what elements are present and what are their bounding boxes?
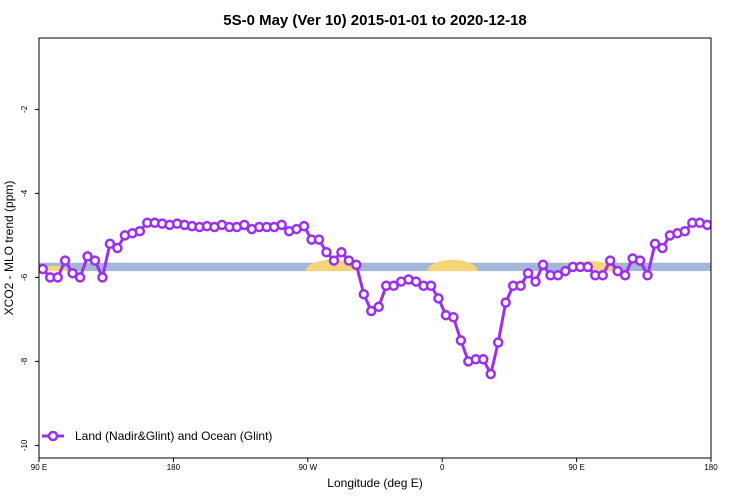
legend-entry-0: Land (Nadir&Glint) and Ocean (Glint) bbox=[75, 429, 272, 443]
data-point bbox=[448, 312, 459, 323]
data-point bbox=[298, 220, 310, 232]
data-point bbox=[679, 225, 691, 237]
legend-marker bbox=[47, 430, 59, 442]
x-axis-label: Longitude (deg E) bbox=[327, 476, 422, 490]
data-point bbox=[604, 255, 616, 266]
data-point bbox=[366, 305, 377, 317]
chart-title: 5S-0 May (Ver 10) 2015-01-01 to 2020-12-… bbox=[223, 12, 527, 29]
y-axis-label: XCO2 - MLO trend (ppm) bbox=[2, 181, 16, 316]
data-point bbox=[552, 270, 564, 281]
data-point bbox=[97, 272, 108, 283]
data-point bbox=[410, 276, 422, 287]
series-line bbox=[41, 221, 708, 376]
data-point bbox=[328, 255, 340, 266]
data-point bbox=[67, 267, 78, 279]
data-point bbox=[649, 238, 661, 250]
x-tick-label: 180 bbox=[704, 463, 718, 472]
data-point bbox=[530, 276, 541, 287]
data-point bbox=[74, 272, 86, 283]
x-tick-label: 90 E bbox=[31, 463, 47, 472]
data-point bbox=[104, 238, 116, 250]
data-point bbox=[321, 246, 332, 258]
x-tick-label: 90 W bbox=[298, 463, 317, 472]
data-point bbox=[522, 267, 534, 279]
data-point bbox=[373, 301, 384, 313]
y-tick-label: -10 bbox=[20, 439, 29, 451]
data-point bbox=[582, 261, 594, 273]
data-point bbox=[358, 288, 370, 300]
data-point bbox=[560, 265, 571, 277]
data-point bbox=[702, 219, 711, 231]
data-point bbox=[336, 246, 347, 258]
data-point bbox=[425, 280, 437, 292]
data-point bbox=[597, 270, 608, 281]
data-point bbox=[239, 219, 250, 231]
data-point bbox=[433, 293, 444, 304]
x-tick-label: 0 bbox=[440, 463, 445, 472]
y-tick-label: -4 bbox=[20, 189, 29, 197]
data-point bbox=[39, 263, 48, 275]
y-tick-label: -6 bbox=[20, 273, 29, 281]
data-point bbox=[619, 270, 631, 281]
y-tick-label: -8 bbox=[20, 357, 29, 365]
data-point bbox=[657, 242, 668, 254]
land-region bbox=[305, 259, 357, 272]
data-point bbox=[134, 225, 146, 237]
series-layer bbox=[39, 217, 711, 380]
data-point bbox=[500, 297, 511, 308]
data-point bbox=[343, 255, 355, 266]
y-tick-label: -2 bbox=[20, 105, 29, 113]
data-point bbox=[52, 272, 63, 283]
data-point bbox=[634, 255, 646, 266]
data-point bbox=[478, 354, 489, 365]
data-point bbox=[388, 280, 399, 292]
data-point bbox=[537, 259, 549, 271]
x-axis: 90 E 180 90 W 0 90 E 180 bbox=[31, 458, 718, 472]
data-point bbox=[612, 265, 623, 277]
data-point bbox=[351, 259, 362, 271]
x-tick-label: 90 E bbox=[568, 463, 584, 472]
data-point bbox=[642, 270, 653, 281]
data-point bbox=[82, 251, 93, 262]
data-point bbox=[89, 255, 101, 266]
data-point bbox=[515, 280, 526, 292]
data-point bbox=[276, 219, 287, 231]
data-point bbox=[485, 368, 496, 380]
ocean-band bbox=[39, 262, 711, 272]
legend: Land (Nadir&Glint) and Ocean (Glint) bbox=[42, 429, 272, 443]
data-point bbox=[313, 234, 325, 245]
plot-frame bbox=[38, 37, 712, 459]
data-point bbox=[112, 242, 123, 254]
data-point bbox=[455, 335, 467, 346]
data-point bbox=[59, 255, 71, 266]
y-axis: -2 -4 -6 -8 -10 bbox=[20, 105, 39, 451]
land-region bbox=[427, 259, 478, 272]
data-point bbox=[492, 337, 504, 348]
x-tick-label: 180 bbox=[167, 463, 181, 472]
